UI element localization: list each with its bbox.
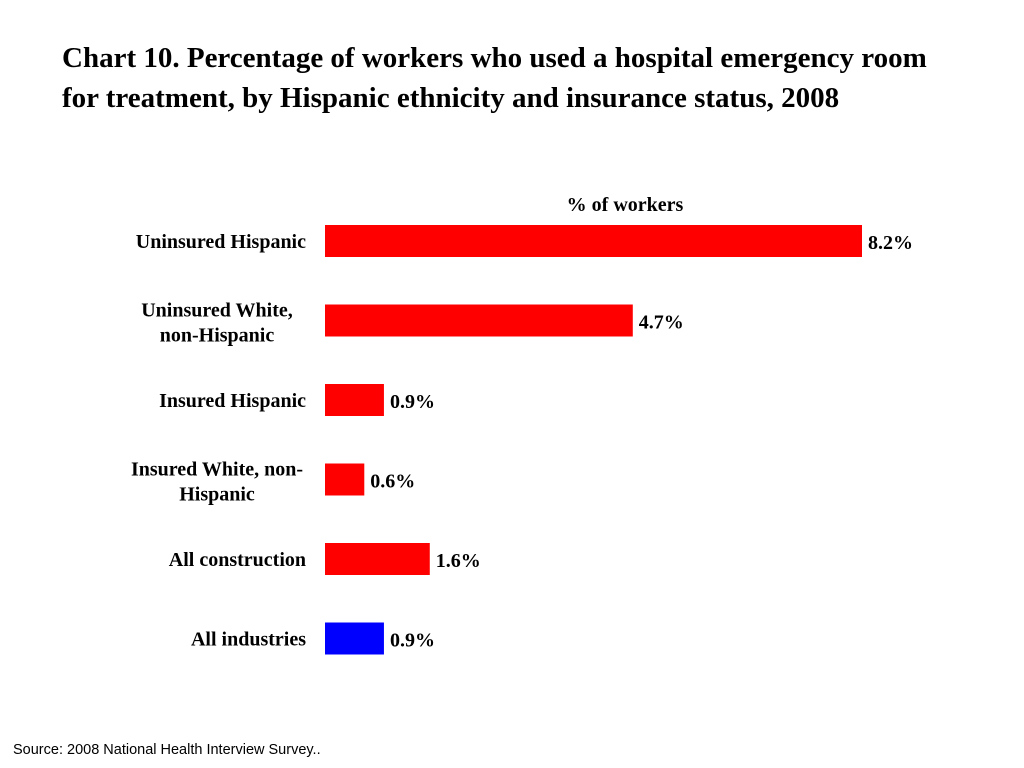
source-note: Source: 2008 National Health Interview S… [13,742,321,758]
category-label-1-line-1: non-Hispanic [160,325,275,347]
x-axis-label: % of workers [567,194,684,216]
category-label-5: All industries [191,629,306,651]
value-label-2: 0.9% [390,391,435,413]
bar-5 [325,622,384,655]
category-label-3-line-0: Insured White, non- [131,459,303,481]
value-labels-group: 8.2% 4.7% 0.9% 0.6% 1.6% 0.9% [370,232,913,652]
category-label-4: All construction [169,549,306,571]
category-label-3: Insured White, non- Hispanic [131,459,303,506]
bar-4 [325,543,430,575]
category-label-1: Uninsured White, non-Hispanic [141,300,293,347]
value-label-5: 0.9% [390,630,435,652]
category-label-0: Uninsured Hispanic [136,231,306,253]
bar-3 [325,463,365,496]
bar-0 [325,225,862,257]
value-label-4: 1.6% [436,550,481,572]
bar-1 [325,304,633,337]
category-label-3-line-1: Hispanic [179,484,255,506]
category-label-2: Insured Hispanic [159,390,306,412]
value-label-0: 8.2% [868,232,913,254]
chart-title: Chart 10. Percentage of workers who used… [62,42,927,114]
category-labels-group: Uninsured Hispanic Uninsured White, non-Hi… [131,231,306,651]
bar-chart: % of workers Uninsured HispanicUninsured… [131,194,913,655]
value-label-3: 0.6% [370,471,415,493]
bars-group [325,225,862,655]
value-label-1: 4.7% [639,312,684,334]
bar-2 [325,384,384,416]
category-label-1-line-0: Uninsured White, [141,300,293,322]
